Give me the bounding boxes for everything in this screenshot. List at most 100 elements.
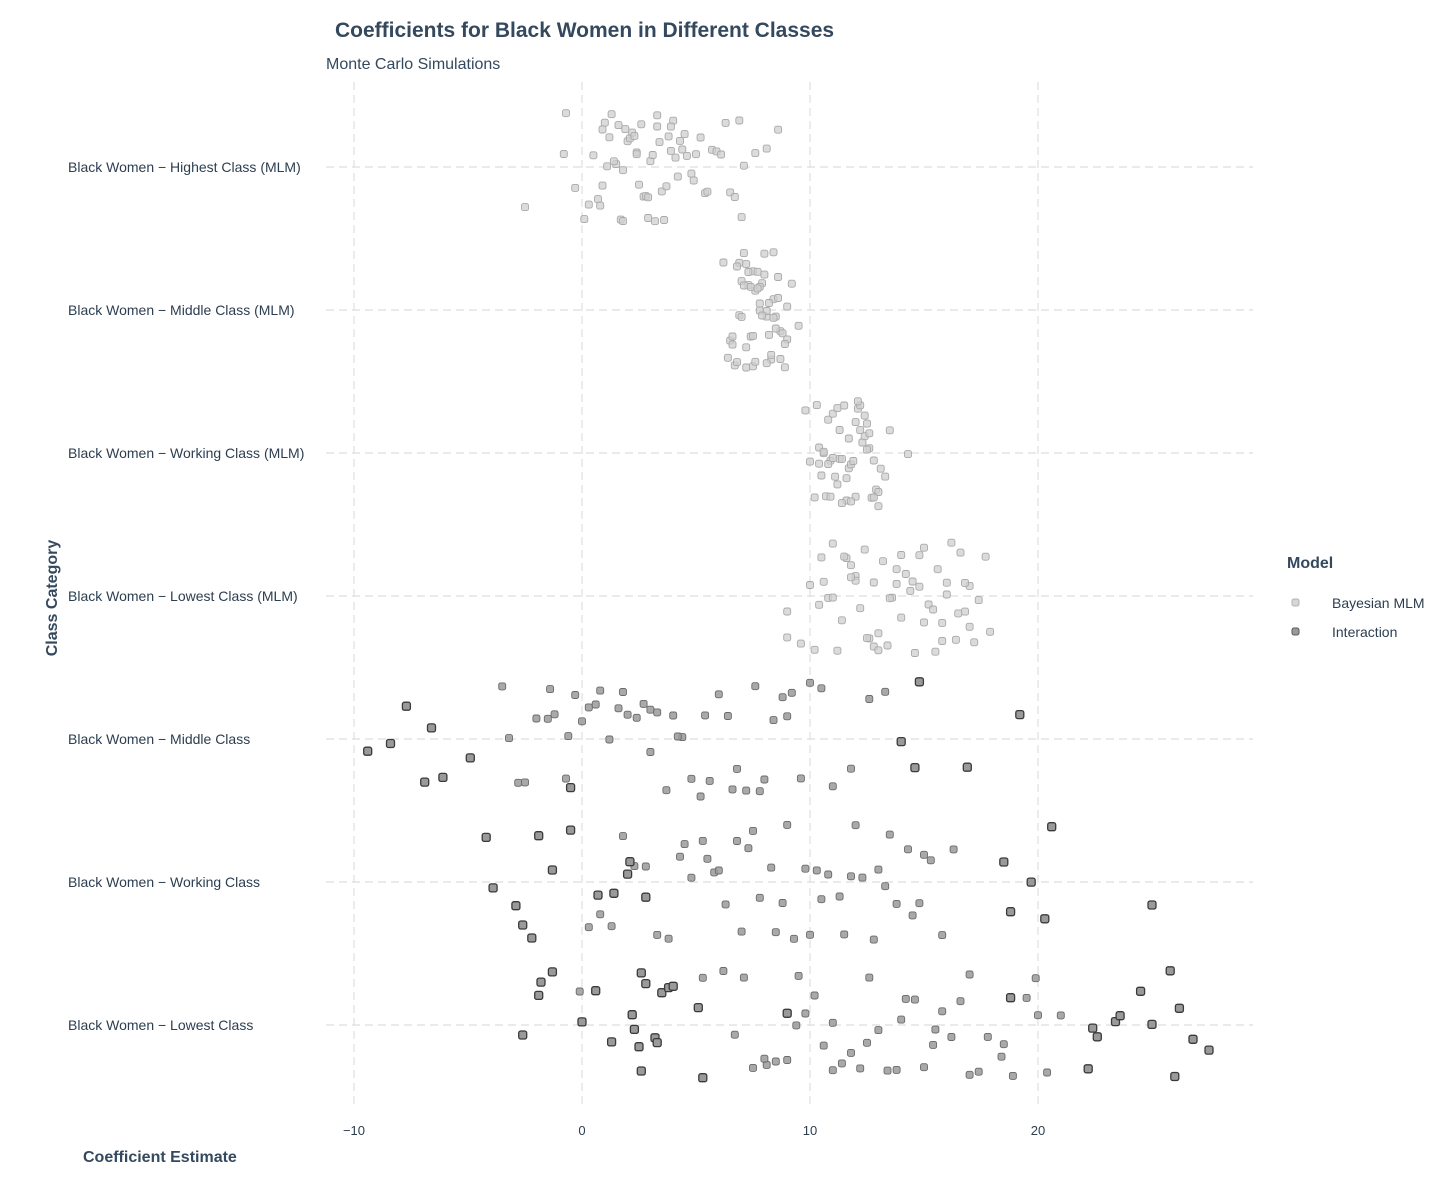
point-bayesian-mlm [607,110,616,119]
chart-title: Coefficients for Black Women in Differen… [335,19,834,42]
point-bayesian-mlm [692,150,700,159]
point-interaction [828,782,837,791]
point-interaction [639,699,648,708]
point-bayesian-mlm [965,622,974,631]
point-bayesian-mlm [833,646,842,655]
point-bayesian-mlm [728,340,737,349]
point-bayesian-mlm [947,538,956,547]
point-interaction [363,746,373,756]
point-bayesian-mlm [856,604,865,613]
point-interaction [885,830,894,839]
point-bayesian-mlm [721,118,730,127]
point-bayesian-mlm [874,646,883,655]
point-bayesian-mlm [619,217,627,225]
point-bayesian-mlm [783,633,792,642]
point-interaction [901,994,910,1003]
point-bayesian-mlm [819,577,828,586]
point-interaction [949,845,958,854]
point-bayesian-mlm [717,150,726,159]
point-bayesian-mlm [833,404,842,413]
point-interaction [755,893,764,902]
point-interaction [794,971,803,980]
point-bayesian-mlm [635,180,643,189]
point-interaction [565,825,576,835]
point-bayesian-mlm [621,125,630,134]
point-bayesian-mlm [826,492,835,501]
point-bayesian-mlm [847,497,855,506]
point-interaction [562,774,570,783]
point-interaction [584,923,593,932]
point-interaction [420,777,430,787]
point-bayesian-mlm [774,273,783,281]
point-bayesian-mlm [847,573,855,582]
point-interaction [1188,1034,1198,1044]
point-bayesian-mlm [648,151,657,159]
point-interaction [401,701,412,711]
point-interaction [965,1070,974,1079]
point-interaction [653,708,662,717]
point-interaction [796,774,805,783]
point-bayesian-mlm [653,111,662,120]
point-interaction [856,1064,865,1073]
point-bayesian-mlm [942,578,951,587]
point-bayesian-mlm [598,125,607,134]
point-interaction [481,832,491,843]
point-bayesian-mlm [920,618,928,627]
point-interaction [609,888,619,898]
point-interaction [605,735,614,744]
legend: Model Bayesian MLM Interaction [1287,555,1425,640]
point-interaction [824,870,833,879]
point-interaction [881,687,890,696]
point-bayesian-mlm [801,406,810,415]
point-interaction [591,700,600,709]
x-tick-label: 0 [578,1123,585,1138]
point-bayesian-mlm [817,471,826,480]
point-interaction [606,1037,617,1047]
point-interaction [701,711,710,720]
y-tick-labels: Black Women − Highest Class (MLM) Black W… [68,159,304,1033]
point-bayesian-mlm [828,539,837,548]
point-interaction [760,775,769,784]
point-bayesian-mlm [874,629,883,638]
point-interaction [828,1066,837,1075]
point-bayesian-mlm [938,637,947,645]
point-interaction [962,762,972,772]
point-bayesian-mlm [840,552,849,561]
point-bayesian-mlm [719,258,728,267]
point-interaction [874,1026,883,1035]
point-bayesian-mlm [762,359,771,368]
point-interaction [687,873,696,882]
point-bayesian-mlm [730,193,739,201]
point-interaction [662,786,671,795]
chart-subtitle: Monte Carlo Simulations [326,56,500,73]
x-tick-label: −10 [343,1123,365,1138]
point-interaction [782,1008,792,1018]
point-bayesian-mlm [833,480,842,489]
point-interaction [629,1024,640,1035]
point-bayesian-mlm [863,634,871,643]
point-interaction [543,714,552,723]
point-bayesian-mlm [735,116,744,125]
point-bayesian-mlm [885,594,894,603]
point-interaction [1165,966,1175,976]
point-interaction [619,832,627,841]
point-interaction [1031,974,1040,983]
x-axis-title: Coefficient Estimate [83,1149,237,1166]
point-interaction [514,778,523,787]
point-interaction [1204,1045,1214,1055]
point-bayesian-mlm [869,456,878,465]
point-bayesian-mlm [837,616,846,625]
point-bayesian-mlm [653,122,662,131]
point-bayesian-mlm [840,401,849,410]
point-interaction [591,986,601,996]
point-interaction [426,723,437,733]
point-bayesian-mlm [666,146,675,155]
point-bayesian-mlm [908,577,917,586]
point-interaction [664,934,673,943]
point-bayesian-mlm [929,605,938,614]
point-bayesian-mlm [863,419,871,428]
point-interaction [622,869,633,879]
point-interaction [897,1015,906,1024]
point-bayesian-mlm [703,187,712,196]
point-bayesian-mlm [938,618,947,627]
